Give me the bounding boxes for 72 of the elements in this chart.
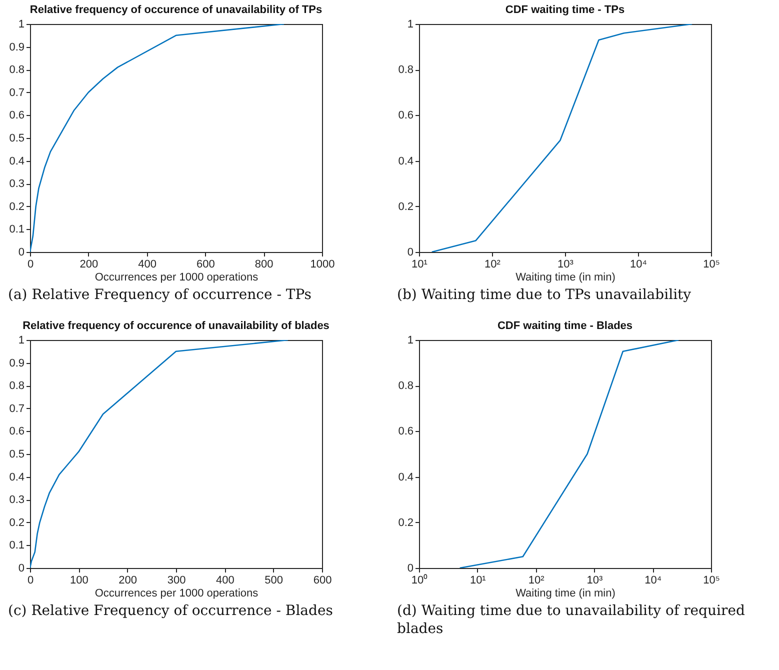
x-tick-label: 10² <box>528 574 545 586</box>
y-tick-label: 0.7 <box>9 86 24 99</box>
x-tick-label: 10⁴ <box>644 574 662 586</box>
chart-title: CDF waiting time - TPs <box>505 4 625 16</box>
y-tick-label: 0 <box>18 246 24 258</box>
x-tick-label: 10⁰ <box>411 574 428 586</box>
y-tick-label: 0.2 <box>398 516 414 529</box>
y-tick-label: 0.3 <box>9 178 24 190</box>
text: (c) Relative Frequency of occurrence - Blades <box>7 602 334 621</box>
x-tick-label: 500 <box>264 574 284 586</box>
x-tick-label: 10¹ <box>470 574 486 586</box>
x-axis-title: Occurrences per 1000 operations <box>94 588 259 600</box>
y-tick-label: 0 <box>407 246 414 258</box>
y-tick-label: 0 <box>407 562 414 574</box>
y-tick-label: 1 <box>407 334 414 346</box>
x-axis-title: Waiting time (in min) <box>516 272 616 284</box>
y-tick-label: 0.3 <box>9 494 24 506</box>
y-tick-label: 0.1 <box>9 224 24 236</box>
y-tick-label: 1 <box>18 18 24 30</box>
y-tick-label: 0.2 <box>9 200 24 213</box>
line-series <box>30 340 289 568</box>
chart-title: Relative frequency of occurence of unavailability of TPs <box>30 4 322 16</box>
y-tick-label: 0.2 <box>398 200 414 213</box>
line-series <box>30 24 285 252</box>
x-tick-label: 10³ <box>586 574 603 586</box>
y-tick-label: 0.9 <box>9 41 24 54</box>
x-tick-label: 1000 <box>310 258 335 270</box>
text: (b) Waiting time due to TPs unavailability <box>396 286 692 305</box>
x-tick-label: 10⁵ <box>703 258 720 270</box>
y-tick-label: 0.4 <box>9 471 24 484</box>
y-tick-label: 0.8 <box>9 64 24 76</box>
chart-title: Relative frequency of occurence of unavailability of blades <box>22 320 330 332</box>
y-tick-label: 0.8 <box>9 380 24 392</box>
y-tick-label: 0.6 <box>9 110 24 122</box>
x-tick-label: 10⁴ <box>630 258 648 270</box>
y-tick-label: 0.6 <box>398 426 414 438</box>
y-tick-label: 0.4 <box>9 155 24 168</box>
y-tick-label: 0.6 <box>9 426 24 438</box>
y-tick-label: 0.5 <box>9 448 24 460</box>
x-tick-label: 100 <box>70 574 88 586</box>
x-axis-title: Waiting time (in min) <box>516 588 616 600</box>
y-tick-label: 0.2 <box>9 516 24 529</box>
chart-title: CDF waiting time - Blades <box>497 320 633 332</box>
y-tick-label: 0.7 <box>9 402 24 415</box>
y-tick-label: 0.4 <box>398 471 414 484</box>
x-tick-label: 10¹ <box>412 258 428 270</box>
x-tick-label: 600 <box>196 258 215 270</box>
y-tick-label: 0.4 <box>398 155 414 168</box>
y-tick-label: 0.6 <box>398 110 414 122</box>
x-tick-label: 10⁵ <box>703 574 720 586</box>
x-tick-label: 400 <box>216 574 234 586</box>
x-tick-label: 200 <box>80 258 98 270</box>
y-tick-label: 0.8 <box>398 380 414 392</box>
y-tick-label: 0.8 <box>398 64 414 76</box>
x-tick-label: 0 <box>27 258 34 270</box>
x-axis-title: Occurrences per 1000 operations <box>94 272 259 284</box>
y-tick-label: 0.5 <box>9 132 24 144</box>
x-tick-label: 10² <box>484 258 501 270</box>
x-tick-label: 300 <box>167 574 186 586</box>
x-tick-label: 0 <box>27 574 34 586</box>
text: (d) Waiting time due to unavailability of required blades <box>396 602 746 639</box>
x-tick-label: 800 <box>254 258 274 270</box>
y-tick-label: 0.1 <box>9 540 24 552</box>
y-tick-label: 0.9 <box>9 357 24 370</box>
x-tick-label: 400 <box>138 258 156 270</box>
y-tick-label: 0 <box>18 562 24 574</box>
y-tick-label: 1 <box>18 334 24 346</box>
text: (a) Relative Frequency of occurrence - TPs <box>7 286 312 305</box>
y-tick-label: 1 <box>407 18 414 30</box>
x-tick-label: 10³ <box>558 258 574 270</box>
x-tick-label: 200 <box>118 574 138 586</box>
x-tick-label: 600 <box>313 574 332 586</box>
